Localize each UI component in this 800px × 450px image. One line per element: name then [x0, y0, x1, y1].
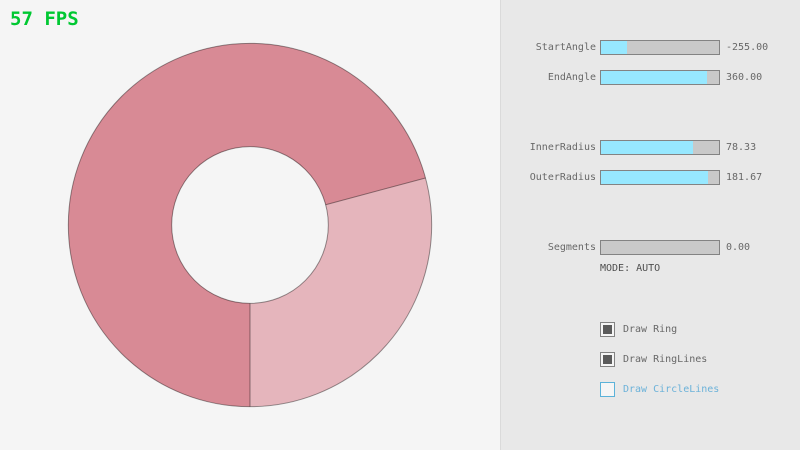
slider-row-segments: Segments 0.00 [0, 240, 800, 255]
checkmark [603, 325, 612, 334]
segments-slider[interactable] [600, 240, 720, 255]
segments-label: Segments [547, 242, 596, 253]
outerradius-label: OuterRadius [529, 172, 596, 183]
innerradius-value: 78.33 [726, 142, 757, 153]
checkmark [603, 355, 612, 364]
innerradius-slider-fill [601, 141, 694, 154]
innerradius-label: InnerRadius [529, 142, 596, 153]
checkmark [603, 385, 612, 394]
outerradius-slider[interactable] [600, 170, 720, 185]
checkbox-box-draw-ring[interactable] [600, 322, 615, 337]
endangle-slider-fill [601, 71, 708, 84]
slider-row-innerradius: InnerRadius 78.33 [0, 140, 800, 155]
checkbox-label-draw-circlelines: Draw CircleLines [623, 384, 720, 395]
segments-mode-text: MODE: AUTO [600, 263, 661, 274]
checkbox-label-draw-ringlines: Draw RingLines [623, 354, 708, 365]
slider-row-outerradius: OuterRadius 181.67 [0, 170, 800, 185]
startangle-label: StartAngle [535, 42, 596, 53]
slider-row-startangle: StartAngle -255.00 [0, 40, 800, 55]
endangle-value: 360.00 [726, 72, 763, 83]
checkbox-box-draw-circlelines[interactable] [600, 382, 615, 397]
checkbox-label-draw-ring: Draw Ring [623, 324, 678, 335]
outerradius-slider-fill [601, 171, 709, 184]
endangle-slider[interactable] [600, 70, 720, 85]
startangle-value: -255.00 [726, 42, 769, 53]
slider-row-endangle: EndAngle 360.00 [0, 70, 800, 85]
innerradius-slider[interactable] [600, 140, 720, 155]
ring-canvas [67, 42, 433, 408]
checkbox-draw-circlelines[interactable]: Draw CircleLines [600, 382, 719, 397]
checkbox-draw-ring[interactable]: Draw Ring [600, 322, 677, 337]
checkbox-draw-ringlines[interactable]: Draw RingLines [600, 352, 707, 367]
fps-counter: 57 FPS [10, 8, 79, 30]
startangle-slider-fill [601, 41, 627, 54]
checkbox-box-draw-ringlines[interactable] [600, 352, 615, 367]
segments-value: 0.00 [726, 242, 751, 253]
endangle-label: EndAngle [547, 72, 596, 83]
startangle-slider[interactable] [600, 40, 720, 55]
outerradius-value: 181.67 [726, 172, 763, 183]
